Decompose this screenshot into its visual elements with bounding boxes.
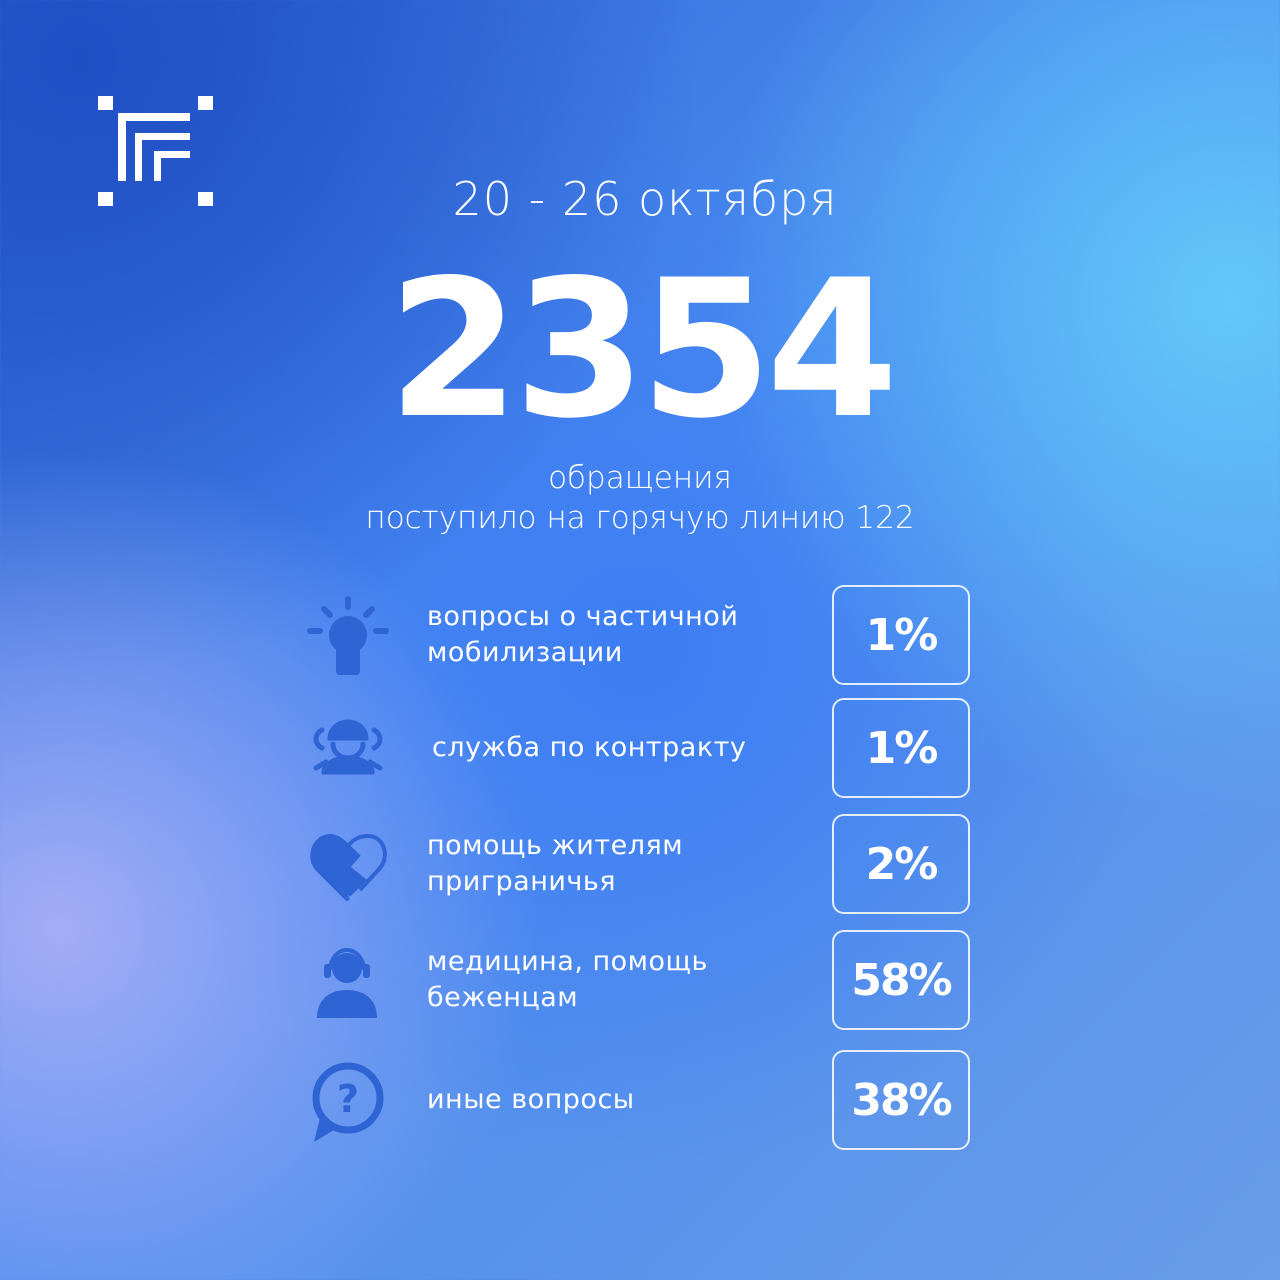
category-label: медицина, помощь беженцам [427,946,708,1013]
category-percent: 38% [832,1050,970,1150]
operator-headset-icon [317,948,377,1018]
category-label: вопросы о частичной мобилизации [427,601,739,668]
svg-text:?: ? [337,1077,359,1121]
category-row: служба по контракту 1% [300,698,980,798]
handshake-heart-icon [310,833,387,902]
category-label: иные вопросы [427,1084,635,1115]
category-row: медицина, помощь беженцам 58% [300,930,980,1030]
category-label: помощь жителям приграничья [427,830,684,897]
category-percent: 2% [832,814,970,914]
date-range: 20 - 26 октября [452,172,838,226]
category-row: ? иные вопросы 38% [300,1050,980,1150]
lightbulb-icon [307,596,389,675]
subtitle-line-2: поступило на горячую линию 122 [365,500,915,536]
total-count: 2354 [387,239,899,460]
category-label: служба по контракту [432,732,747,763]
category-percent: 58% [832,930,970,1030]
category-percent: 1% [832,698,970,798]
subtitle: обращения поступило на горячую линию 122 [0,458,1280,538]
category-row: вопросы о частичной мобилизации 1% [300,585,980,685]
category-row: помощь жителям приграничья 2% [300,814,980,914]
category-percent: 1% [832,585,970,685]
question-bubble-icon: ? [312,1062,384,1142]
subtitle-line-1: обращения [548,460,732,496]
soldier-icon [313,719,383,775]
logo-icon [98,96,213,206]
